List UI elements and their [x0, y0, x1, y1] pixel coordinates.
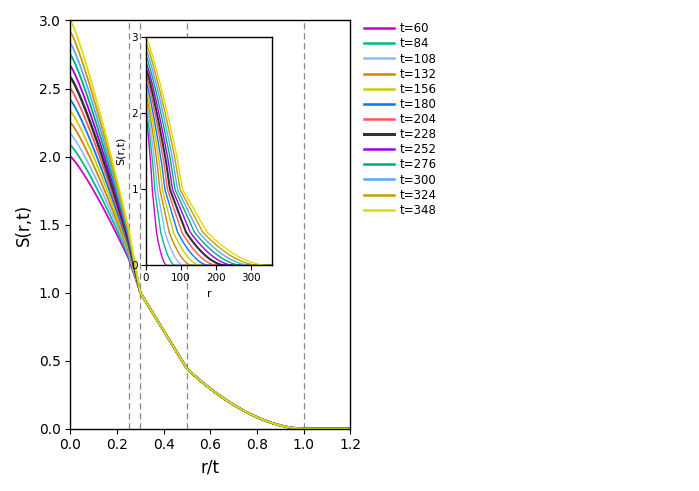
X-axis label: r/t: r/t	[201, 458, 219, 476]
Legend: t=60, t=84, t=108, t=132, t=156, t=180, t=204, t=228, t=252, t=276, t=300, t=324: t=60, t=84, t=108, t=132, t=156, t=180, …	[364, 22, 437, 217]
Y-axis label: S(r,t): S(r,t)	[15, 204, 33, 246]
